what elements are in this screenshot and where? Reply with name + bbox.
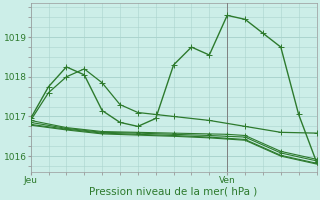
X-axis label: Pression niveau de la mer( hPa ): Pression niveau de la mer( hPa ) xyxy=(90,187,258,197)
